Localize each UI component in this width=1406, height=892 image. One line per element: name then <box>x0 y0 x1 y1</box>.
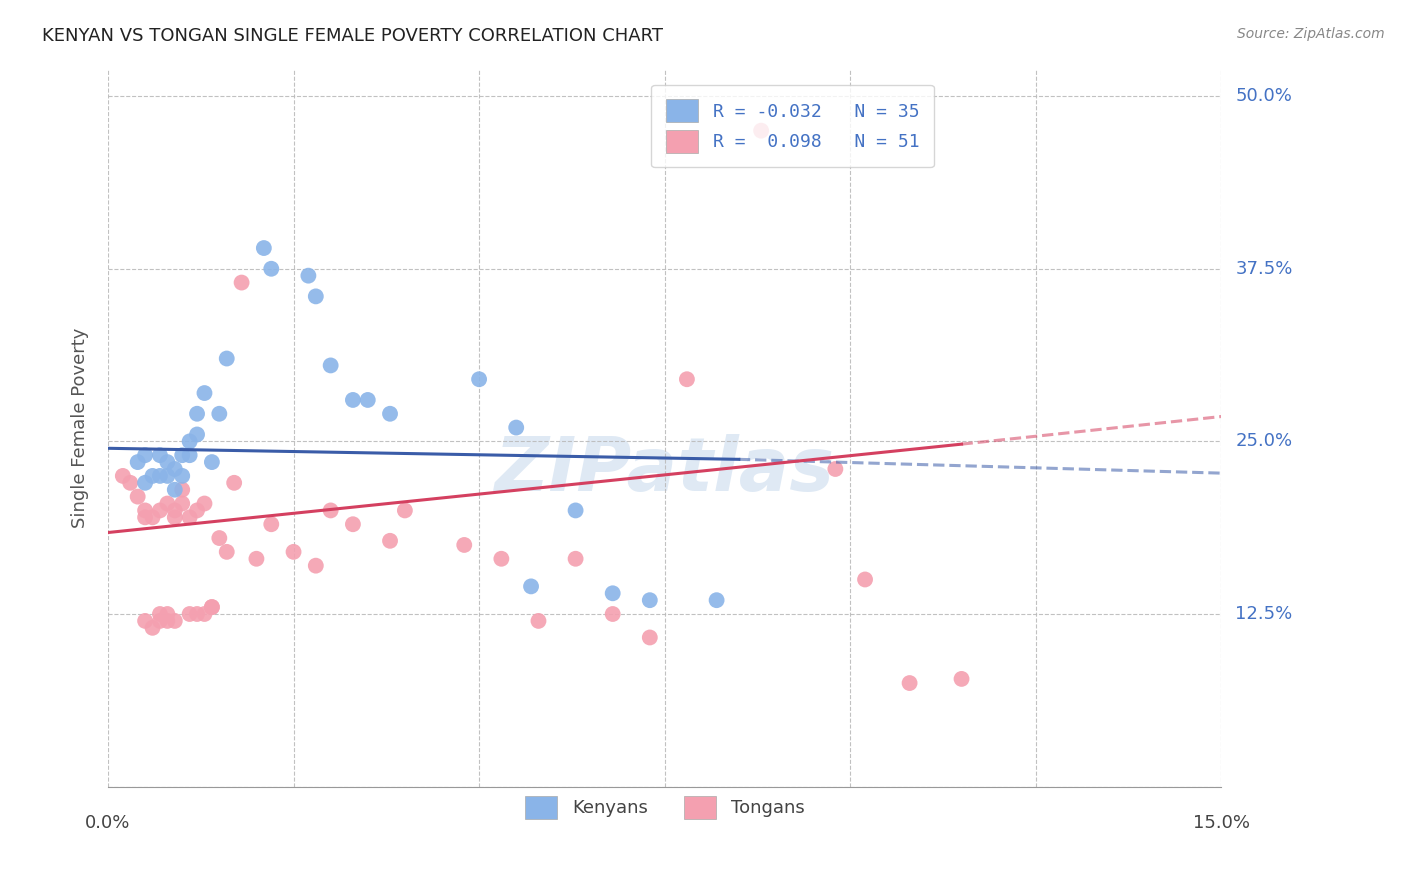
Point <box>676 372 699 386</box>
Point <box>283 545 305 559</box>
Point <box>260 517 283 532</box>
Point <box>179 448 201 462</box>
Point <box>342 392 364 407</box>
Point <box>260 261 283 276</box>
Point <box>127 490 149 504</box>
Point <box>224 475 246 490</box>
Point <box>141 621 163 635</box>
Point <box>186 407 208 421</box>
Point <box>172 448 194 462</box>
Point <box>111 469 134 483</box>
Point <box>319 359 342 373</box>
Point <box>149 614 172 628</box>
Point <box>156 607 179 621</box>
Point <box>127 455 149 469</box>
Point <box>749 123 772 137</box>
Text: 15.0%: 15.0% <box>1192 814 1250 832</box>
Point <box>186 503 208 517</box>
Point <box>950 672 973 686</box>
Point <box>208 407 231 421</box>
Text: 50.0%: 50.0% <box>1236 87 1292 105</box>
Point <box>378 407 401 421</box>
Point <box>468 372 491 386</box>
Point <box>163 614 186 628</box>
Point <box>898 676 921 690</box>
Point <box>134 510 156 524</box>
Point <box>602 607 624 621</box>
Point <box>231 276 253 290</box>
Point <box>201 600 224 615</box>
Point <box>253 241 276 255</box>
Point <box>163 483 186 497</box>
Point <box>156 496 179 510</box>
Point <box>134 503 156 517</box>
Point <box>163 510 186 524</box>
Point <box>342 517 364 532</box>
Point <box>564 551 586 566</box>
Point <box>193 607 215 621</box>
Point <box>156 455 179 469</box>
Point <box>505 420 527 434</box>
Point <box>149 503 172 517</box>
Point <box>163 503 186 517</box>
Point <box>491 551 513 566</box>
Point <box>193 496 215 510</box>
Point <box>193 386 215 401</box>
Point <box>638 631 661 645</box>
Point <box>156 614 179 628</box>
Point <box>520 579 543 593</box>
Point <box>149 469 172 483</box>
Legend: Kenyans, Tongans: Kenyans, Tongans <box>516 787 814 828</box>
Point <box>215 545 238 559</box>
Point <box>172 496 194 510</box>
Point <box>179 607 201 621</box>
Point <box>706 593 728 607</box>
Point <box>179 434 201 449</box>
Point <box>149 448 172 462</box>
Point <box>149 607 172 621</box>
Point <box>527 614 550 628</box>
Point <box>172 469 194 483</box>
Point <box>319 503 342 517</box>
Point <box>141 469 163 483</box>
Point <box>141 510 163 524</box>
Point <box>163 462 186 476</box>
Point <box>297 268 319 283</box>
Point <box>134 475 156 490</box>
Point <box>134 448 156 462</box>
Text: 12.5%: 12.5% <box>1236 605 1292 623</box>
Point <box>215 351 238 366</box>
Point <box>134 614 156 628</box>
Point <box>357 392 380 407</box>
Point <box>453 538 475 552</box>
Point <box>186 607 208 621</box>
Point <box>638 593 661 607</box>
Point <box>853 573 876 587</box>
Point <box>305 558 328 573</box>
Point <box>208 531 231 545</box>
Text: ZIPatlas: ZIPatlas <box>495 434 835 508</box>
Y-axis label: Single Female Poverty: Single Female Poverty <box>72 327 89 528</box>
Point <box>186 427 208 442</box>
Point <box>201 600 224 615</box>
Point <box>172 483 194 497</box>
Point <box>602 586 624 600</box>
Text: KENYAN VS TONGAN SINGLE FEMALE POVERTY CORRELATION CHART: KENYAN VS TONGAN SINGLE FEMALE POVERTY C… <box>42 27 664 45</box>
Point <box>564 503 586 517</box>
Text: 25.0%: 25.0% <box>1236 433 1292 450</box>
Point <box>201 455 224 469</box>
Point <box>824 462 846 476</box>
Point <box>156 469 179 483</box>
Point <box>305 289 328 303</box>
Point <box>179 510 201 524</box>
Point <box>378 533 401 548</box>
Point <box>120 475 142 490</box>
Text: Source: ZipAtlas.com: Source: ZipAtlas.com <box>1237 27 1385 41</box>
Point <box>394 503 416 517</box>
Point <box>245 551 267 566</box>
Text: 37.5%: 37.5% <box>1236 260 1292 277</box>
Text: 0.0%: 0.0% <box>86 814 131 832</box>
